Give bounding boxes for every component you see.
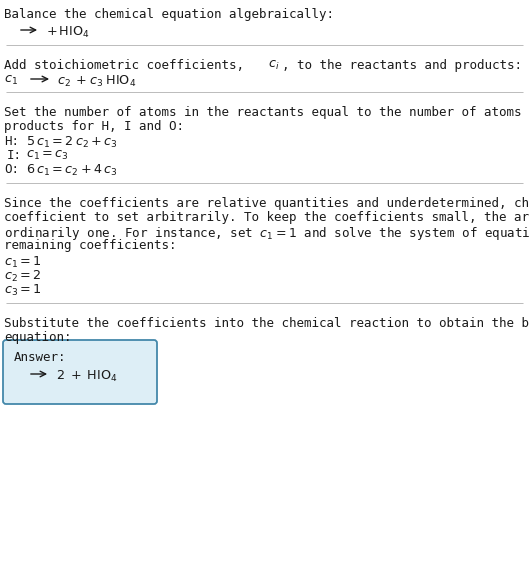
- Text: products for H, I and O:: products for H, I and O:: [4, 120, 184, 133]
- Text: Answer:: Answer:: [14, 351, 67, 364]
- Text: $6\,c_1 = c_2 + 4\,c_3$: $6\,c_1 = c_2 + 4\,c_3$: [26, 163, 118, 178]
- Text: remaining coefficients:: remaining coefficients:: [4, 239, 177, 252]
- Text: O:: O:: [4, 163, 19, 176]
- Text: Add stoichiometric coefficients,: Add stoichiometric coefficients,: [4, 59, 251, 72]
- Text: coefficient to set arbitrarily. To keep the coefficients small, the arbitrary va: coefficient to set arbitrarily. To keep …: [4, 211, 529, 224]
- FancyBboxPatch shape: [3, 340, 157, 404]
- Text: $+\,\mathsf{HIO_4}$: $+\,\mathsf{HIO_4}$: [46, 25, 89, 40]
- Text: ordinarily one. For instance, set $c_1 = 1$ and solve the system of equations fo: ordinarily one. For instance, set $c_1 =…: [4, 225, 529, 242]
- Text: $c_1$: $c_1$: [4, 74, 18, 87]
- Text: I:: I:: [7, 149, 22, 162]
- Text: Balance the chemical equation algebraically:: Balance the chemical equation algebraica…: [4, 8, 334, 21]
- Text: equation:: equation:: [4, 331, 71, 344]
- Text: $c_1 = c_3$: $c_1 = c_3$: [26, 149, 69, 162]
- Text: $c_2 = 2$: $c_2 = 2$: [4, 269, 41, 284]
- Text: , to the reactants and products:: , to the reactants and products:: [282, 59, 522, 72]
- Text: $c_1 = 1$: $c_1 = 1$: [4, 255, 42, 270]
- Text: Substitute the coefficients into the chemical reaction to obtain the balanced: Substitute the coefficients into the che…: [4, 317, 529, 330]
- Text: $2\;+\;\mathsf{HIO_4}$: $2\;+\;\mathsf{HIO_4}$: [56, 369, 117, 384]
- Text: $c_3 = 1$: $c_3 = 1$: [4, 283, 42, 298]
- Text: $c_i$: $c_i$: [268, 59, 279, 72]
- Text: Set the number of atoms in the reactants equal to the number of atoms in the: Set the number of atoms in the reactants…: [4, 106, 529, 119]
- Text: Since the coefficients are relative quantities and underdetermined, choose a: Since the coefficients are relative quan…: [4, 197, 529, 210]
- Text: $c_2\;+c_3\;\mathsf{HIO_4}$: $c_2\;+c_3\;\mathsf{HIO_4}$: [57, 74, 136, 89]
- Text: $5\,c_1 = 2\,c_2 + c_3$: $5\,c_1 = 2\,c_2 + c_3$: [26, 135, 118, 150]
- Text: H:: H:: [4, 135, 19, 148]
